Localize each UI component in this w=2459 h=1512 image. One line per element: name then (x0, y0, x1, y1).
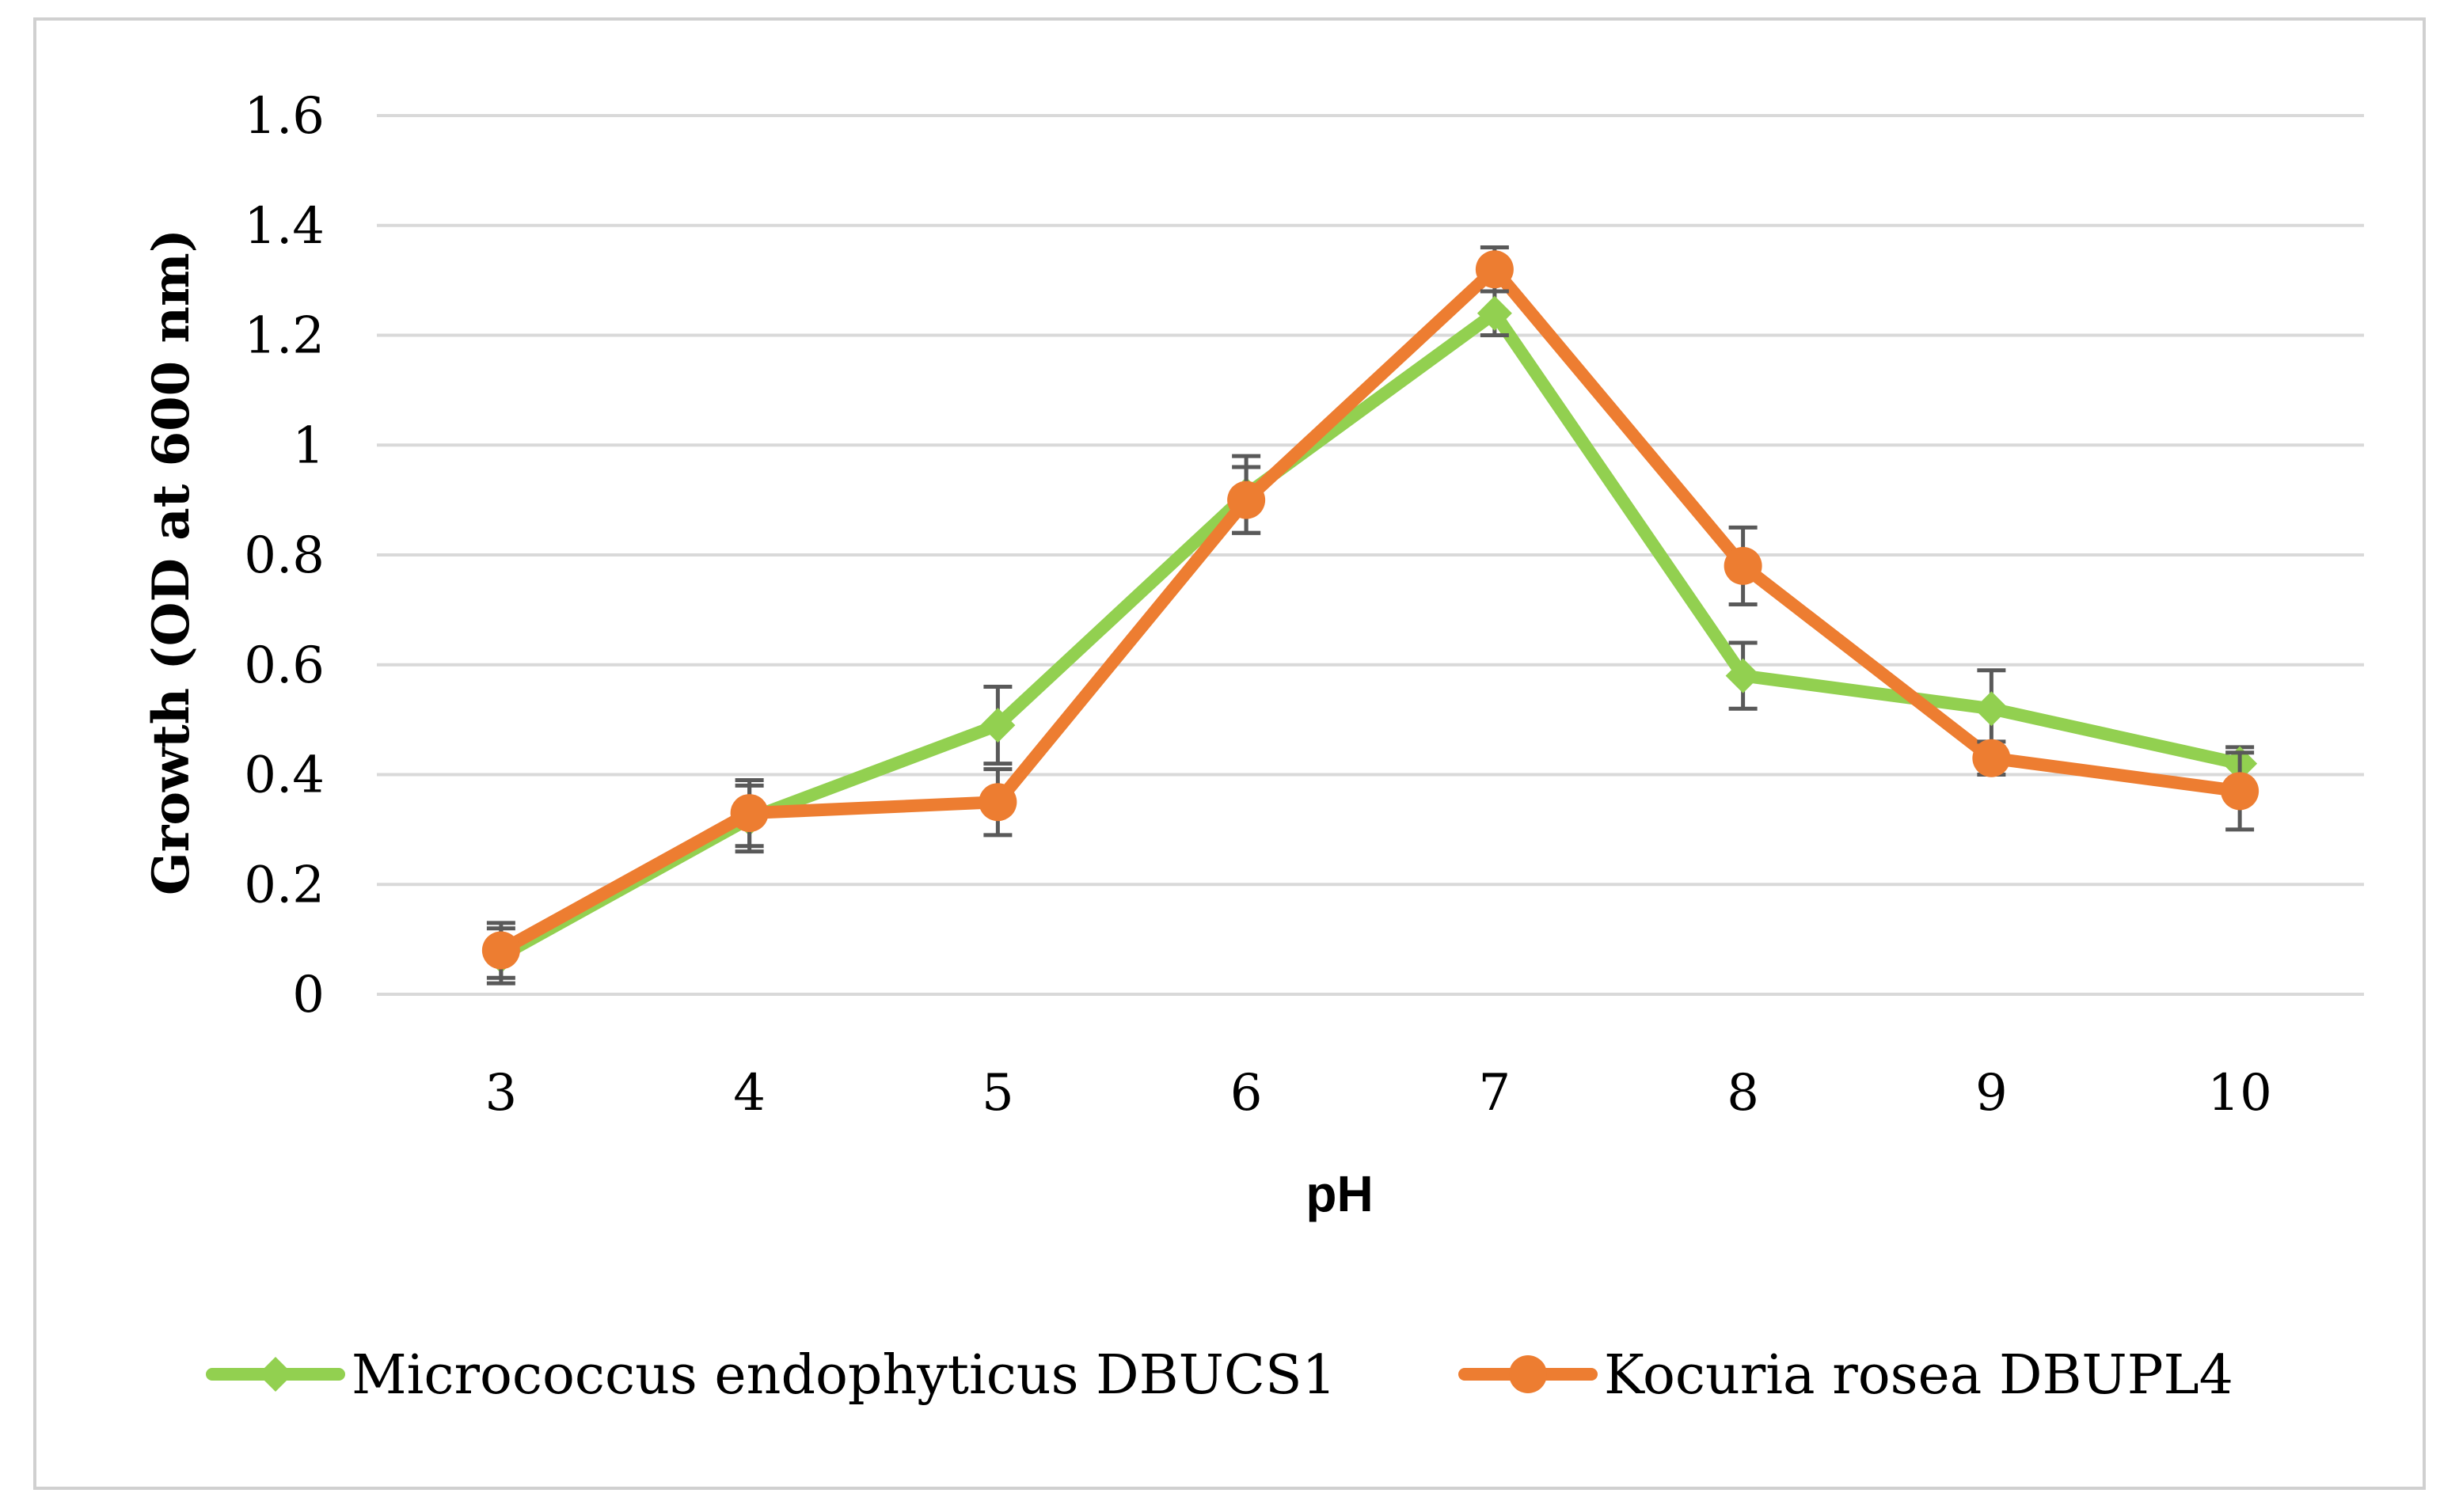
series-0 (483, 289, 2258, 986)
data-point (730, 794, 769, 833)
legend-item: Kocuria rosea DBUPL4 (1458, 1344, 2233, 1407)
data-point (1475, 250, 1514, 289)
x-tick-label: 5 (982, 1064, 1014, 1123)
y-tick-label: 0.6 (244, 636, 325, 695)
x-tick-label: 8 (1727, 1064, 1759, 1123)
x-tick-label: 7 (1479, 1064, 1511, 1123)
y-tick-label: 1.2 (244, 307, 325, 366)
gridlines (377, 114, 2364, 996)
y-tick-label: 1.4 (244, 197, 325, 256)
y-tick-label: 0.2 (244, 856, 325, 914)
chart-frame (33, 17, 2426, 1490)
legend-marker (1509, 1355, 1547, 1393)
x-axis-title: pH (1306, 1165, 1373, 1222)
y-tick-label: 1 (292, 416, 325, 475)
x-tick-label: 9 (1975, 1064, 2008, 1123)
series-1 (481, 245, 2259, 980)
data-point (1724, 546, 1762, 585)
y-axis-ticks: 0 0.2 0.4 0.6 0.8 1 1.2 1.4 1.6 (244, 87, 325, 1024)
data-point (481, 931, 520, 970)
data-point (1974, 691, 2009, 727)
y-tick-label: 1.6 (244, 87, 325, 146)
x-tick-label: 6 (1230, 1064, 1263, 1123)
y-axis-title: Growth (OD at 600 nm) (142, 229, 201, 895)
series-line (494, 306, 2247, 963)
data-point (1725, 658, 1761, 693)
legend-marker (258, 1357, 293, 1392)
data-point (1227, 481, 1266, 519)
legend-label: Kocuria rosea DBUPL4 (1604, 1344, 2233, 1407)
x-tick-label: 4 (733, 1064, 766, 1123)
series-layer (481, 245, 2259, 986)
x-axis-ticks: 3 4 5 6 7 8 9 10 (485, 1064, 2272, 1123)
series-line (494, 263, 2247, 957)
data-point (980, 708, 1016, 743)
data-point (2221, 772, 2259, 811)
y-tick-label: 0.4 (244, 747, 325, 805)
data-point (1972, 739, 2011, 777)
legend: Micrococcus endophyticus DBUCS1 Kocuria r… (206, 1344, 2233, 1407)
y-tick-label: 0 (292, 966, 325, 1024)
data-point (1477, 295, 1512, 331)
data-point (979, 783, 1017, 822)
legend-item: Micrococcus endophyticus DBUCS1 (206, 1344, 1336, 1407)
legend-label: Micrococcus endophyticus DBUCS1 (352, 1344, 1336, 1407)
y-tick-label: 0.8 (244, 526, 325, 585)
x-tick-label: 10 (2207, 1064, 2271, 1123)
x-tick-label: 3 (485, 1064, 518, 1123)
